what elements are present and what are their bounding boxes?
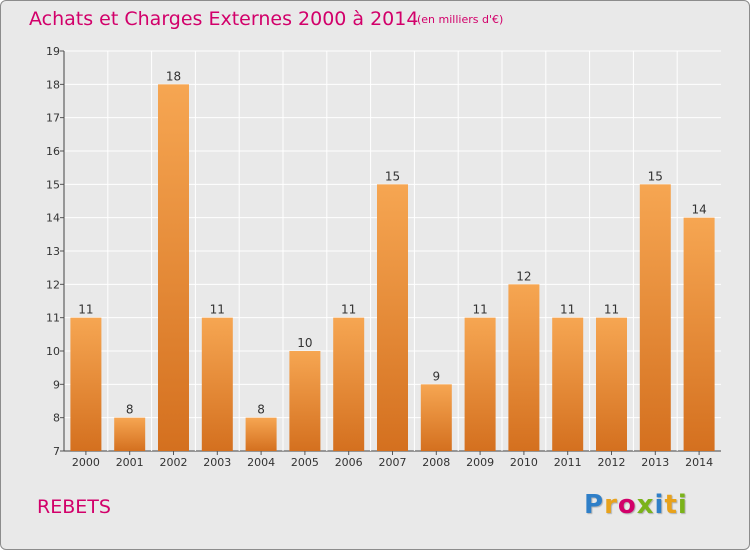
bar <box>639 184 671 452</box>
y-tick-label: 15 <box>46 178 60 191</box>
data-label: 11 <box>560 303 575 317</box>
logo-letter: i <box>677 490 688 520</box>
y-tick-label: 11 <box>46 312 60 325</box>
data-label: 11 <box>210 303 225 317</box>
y-tick-label: 8 <box>53 412 60 425</box>
logo-letter: t <box>664 490 678 520</box>
y-tick-label: 7 <box>53 445 60 458</box>
x-tick-label: 2003 <box>203 456 231 469</box>
bar <box>333 317 365 451</box>
x-tick-label: 2009 <box>466 456 494 469</box>
y-tick-label: 18 <box>46 78 60 91</box>
data-label: 15 <box>385 169 400 183</box>
data-label: 12 <box>516 269 531 283</box>
data-label: 15 <box>648 169 663 183</box>
bar <box>683 217 715 451</box>
data-label: 14 <box>691 203 706 217</box>
logo-letter: P <box>584 490 605 520</box>
x-tick-label: 2011 <box>554 456 582 469</box>
x-tick-label: 2002 <box>160 456 188 469</box>
y-tick-label: 16 <box>46 145 60 158</box>
bar <box>508 284 540 451</box>
bar <box>596 317 627 451</box>
y-tick-label: 12 <box>46 278 60 291</box>
y-tick-label: 19 <box>46 45 60 58</box>
logo-letter: o <box>617 490 637 520</box>
x-tick-label: 2007 <box>379 456 407 469</box>
town-name: REBETS <box>37 496 111 518</box>
x-tick-label: 2010 <box>510 456 538 469</box>
x-tick-label: 2000 <box>72 456 100 469</box>
x-tick-label: 2001 <box>116 456 144 469</box>
y-tick-label: 9 <box>53 378 60 391</box>
x-tick-label: 2004 <box>247 456 275 469</box>
x-tick-label: 2008 <box>422 456 450 469</box>
x-tick-label: 2013 <box>641 456 669 469</box>
y-tick-label: 10 <box>46 345 60 358</box>
bar <box>289 351 321 451</box>
y-tick-label: 17 <box>46 112 60 125</box>
data-label: 10 <box>297 336 312 350</box>
bar <box>114 417 146 451</box>
x-tick-label: 2006 <box>335 456 363 469</box>
bar <box>245 417 277 451</box>
data-label: 9 <box>432 369 440 383</box>
bar <box>420 384 452 451</box>
data-label: 18 <box>166 69 181 83</box>
y-tick-label: 14 <box>46 212 60 225</box>
data-label: 8 <box>126 403 134 417</box>
logo-letter: r <box>604 490 618 520</box>
logo-letter: x <box>636 490 655 520</box>
proxiti-logo[interactable]: Proxiti <box>584 490 688 520</box>
data-label: 11 <box>78 303 93 317</box>
data-label: 11 <box>472 303 487 317</box>
x-tick-label: 2012 <box>598 456 626 469</box>
chart-title: Achats et Charges Externes 2000 à 2014 <box>29 8 419 30</box>
data-label: 8 <box>257 403 265 417</box>
bar <box>377 184 408 452</box>
bar <box>201 317 233 451</box>
bar <box>552 317 584 451</box>
x-tick-label: 2014 <box>685 456 713 469</box>
y-tick-label: 13 <box>46 245 60 258</box>
logo-letter: i <box>654 490 665 520</box>
chart-subtitle: (en milliers d'€) <box>417 13 504 26</box>
x-tick-label: 2005 <box>291 456 319 469</box>
bar <box>158 84 189 451</box>
bar <box>464 317 496 451</box>
data-label: 11 <box>604 303 619 317</box>
data-label: 11 <box>341 303 356 317</box>
bar <box>70 317 102 451</box>
